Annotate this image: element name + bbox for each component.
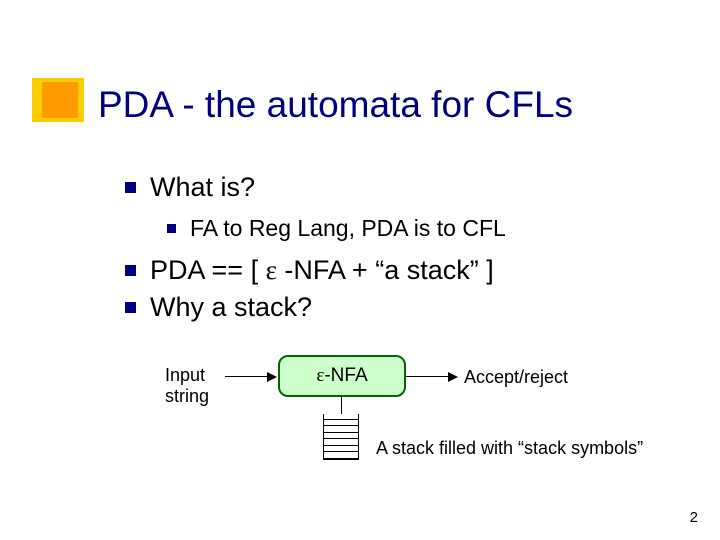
- stack-row: [324, 425, 358, 426]
- stack-row: [324, 438, 358, 439]
- bullet-marker-icon: [125, 302, 136, 313]
- bullet-text: FA to Reg Lang, PDA is to CFL: [190, 215, 506, 241]
- bullet-row: What is?: [125, 172, 255, 203]
- bullet-marker-icon: [167, 224, 176, 233]
- bullet-text: What is?: [150, 172, 255, 203]
- stack-caption: A stack filled with “stack symbols”: [376, 438, 643, 459]
- bullet-marker-icon: [125, 265, 136, 276]
- stack-row: [324, 451, 358, 452]
- bullet-text: PDA == [ ε -NFA + “a stack” ]: [150, 255, 494, 286]
- stack-row: [324, 432, 358, 433]
- stack-icon: [323, 414, 359, 460]
- bullet-row: PDA == [ ε -NFA + “a stack” ]: [125, 255, 494, 286]
- input-string-label: Inputstring: [165, 365, 235, 406]
- nfa-node: ε-NFA: [278, 355, 406, 397]
- arrow-line: [225, 376, 268, 377]
- stack-row: [324, 458, 358, 459]
- page-number: 2: [690, 509, 698, 526]
- stack-row: [324, 445, 358, 446]
- bullet-text: Why a stack?: [150, 292, 312, 323]
- arrow-head-icon: [448, 372, 458, 382]
- accent-block-inner: [42, 82, 78, 118]
- bullet-marker-icon: [125, 182, 136, 193]
- connector-line: [341, 397, 342, 414]
- bullet-row: FA to Reg Lang, PDA is to CFL: [167, 215, 506, 241]
- nfa-node-label: ε-NFA: [316, 365, 367, 387]
- arrow-line: [406, 376, 449, 377]
- bullet-row: Why a stack?: [125, 292, 312, 323]
- arrow-head-icon: [267, 372, 277, 382]
- slide-title: PDA - the automata for CFLs: [98, 84, 573, 126]
- stack-row: [324, 419, 358, 420]
- accept-reject-label: Accept/reject: [464, 367, 568, 388]
